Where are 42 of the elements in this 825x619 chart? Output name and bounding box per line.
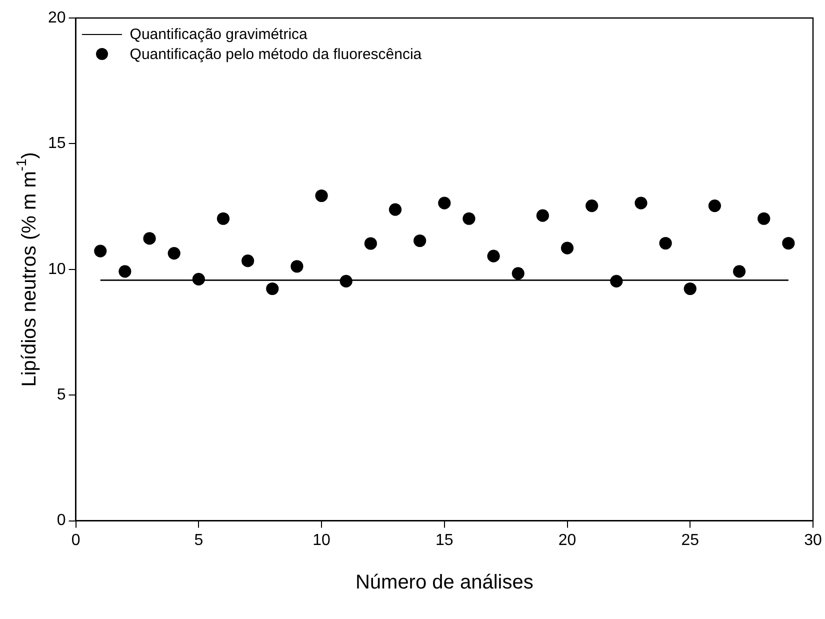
x-tick-label: 25 (681, 532, 700, 549)
point (782, 236, 795, 250)
point (438, 196, 451, 210)
point (708, 199, 722, 212)
point (242, 254, 254, 268)
point (536, 209, 549, 222)
y-axis-title: Lipídios neutros (% m m-1) (12, 152, 41, 387)
y-tick-label: 20 (48, 9, 66, 26)
point (560, 242, 574, 254)
point (462, 212, 476, 225)
point (634, 196, 648, 210)
x-axis-title: Número de análises (355, 572, 534, 594)
point (94, 244, 107, 258)
y-tick-label: 0 (56, 512, 66, 530)
point (414, 234, 426, 248)
point (290, 260, 304, 273)
x-tick-label: 10 (312, 532, 331, 549)
point (659, 236, 672, 250)
point (266, 282, 279, 296)
x-tick-label: 30 (804, 532, 822, 549)
y-tick-label: 5 (56, 386, 66, 404)
point (388, 203, 402, 216)
point (143, 232, 156, 245)
point (684, 282, 696, 296)
point (118, 265, 132, 278)
legend-label: Quantificação gravimétrica (130, 26, 308, 42)
legend-label: Quantificação pelo método da fluorescência (130, 46, 422, 62)
point (364, 237, 377, 250)
x-tick-label: 0 (71, 532, 80, 549)
point (732, 265, 746, 278)
point (315, 189, 328, 202)
point (216, 212, 230, 225)
x-tick-label: 15 (436, 532, 454, 549)
x-tick-label: 20 (558, 532, 576, 549)
point (512, 267, 524, 280)
point (168, 247, 180, 260)
point (586, 199, 598, 212)
point (487, 250, 500, 262)
y-tick-label: 15 (48, 135, 66, 152)
y-tick-label: 10 (48, 260, 66, 278)
x-tick-label: 5 (194, 532, 204, 549)
point (758, 212, 770, 225)
